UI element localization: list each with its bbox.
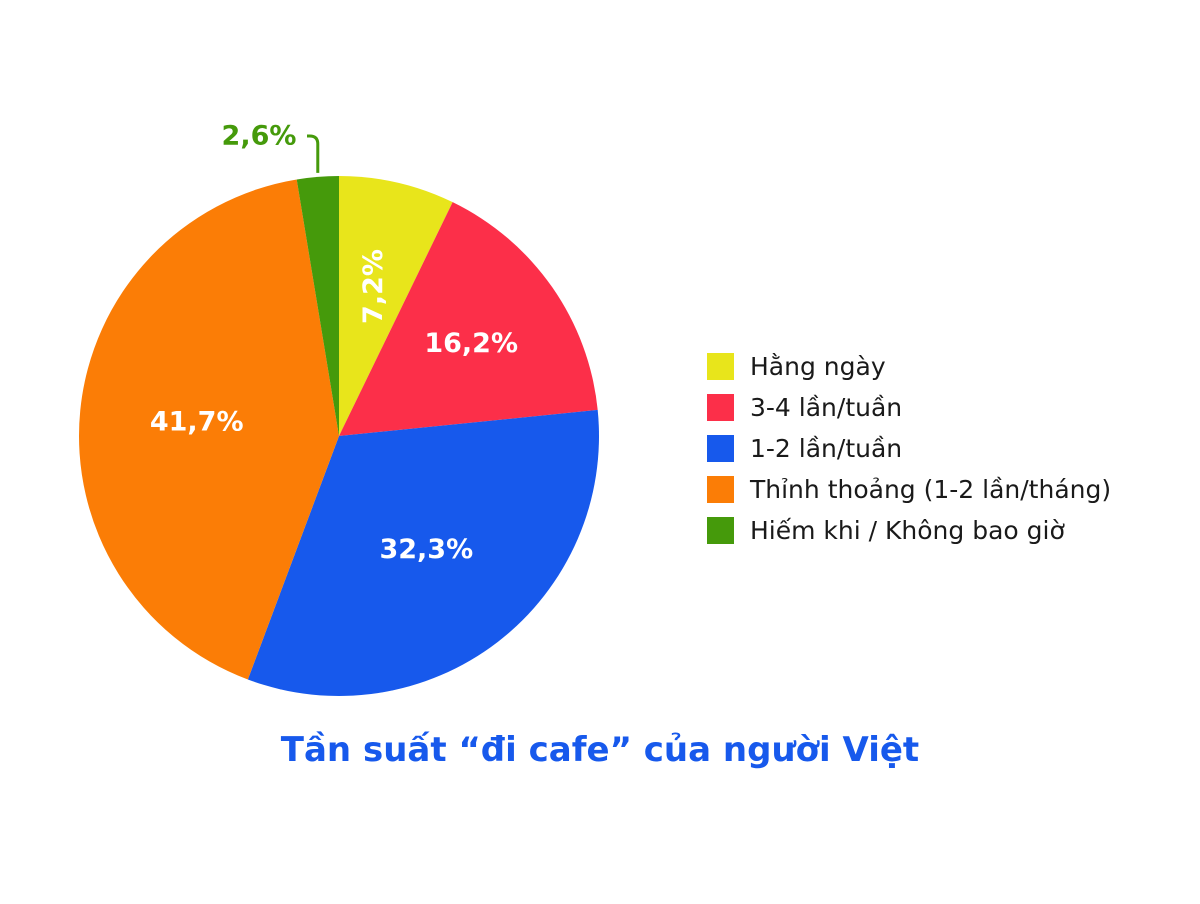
pie-slice-hang-ngay <box>339 176 453 436</box>
slice-value-label-1-2-lan-tuan: 32,3% <box>379 534 473 565</box>
legend-swatch <box>707 476 734 503</box>
legend-label: Hằng ngày <box>750 352 886 381</box>
legend-swatch <box>707 435 734 462</box>
legend-swatch <box>707 517 734 544</box>
pie-slice-hiem-khi-khong-bao-gio <box>296 176 339 436</box>
pie-slice-thinh-thoang-1-2-lan-thang <box>78 179 339 680</box>
legend-swatch <box>707 394 734 421</box>
leader-line-hiem-khi-khong-bao-gio <box>307 134 320 173</box>
slice-value-label-3-4-lan-tuan: 16,2% <box>424 328 518 359</box>
slice-value-label-hang-ngay: 7,2% <box>358 249 389 324</box>
legend-item-1-2-lan-tuan: 1-2 lần/tuần <box>707 428 1167 469</box>
legend-item-hang-ngay: Hằng ngày <box>707 346 1167 387</box>
legend-swatch <box>707 353 734 380</box>
slice-value-label-thinh-thoang-1-2-lan-thang: 41,7% <box>150 407 244 438</box>
legend-label: 1-2 lần/tuần <box>750 434 903 463</box>
chart-title: Tần suất “đi cafe” của người Việt <box>280 730 920 770</box>
pie-slice-1-2-lan-tuan <box>247 409 599 696</box>
slice-value-label-hiem-khi-khong-bao-gio: 2,6% <box>222 121 297 152</box>
legend: Hằng ngày 3-4 lần/tuần 1-2 lần/tuần Thỉnh t… <box>707 346 1167 551</box>
legend-item-3-4-lan-tuan: 3-4 lần/tuần <box>707 387 1167 428</box>
legend-label: Thỉnh thoảng (1-2 lần/tháng) <box>750 475 1112 504</box>
pie-slice-3-4-lan-tuan <box>339 202 598 436</box>
legend-label: Hiếm khi / Không bao giờ <box>750 516 1065 545</box>
legend-item-hiem-khi-khong-bao-gio: Hiếm khi / Không bao giờ <box>707 510 1167 551</box>
legend-label: 3-4 lần/tuần <box>750 393 903 422</box>
legend-item-thinh-thoang-1-2-lan-thang: Thỉnh thoảng (1-2 lần/tháng) <box>707 469 1167 510</box>
